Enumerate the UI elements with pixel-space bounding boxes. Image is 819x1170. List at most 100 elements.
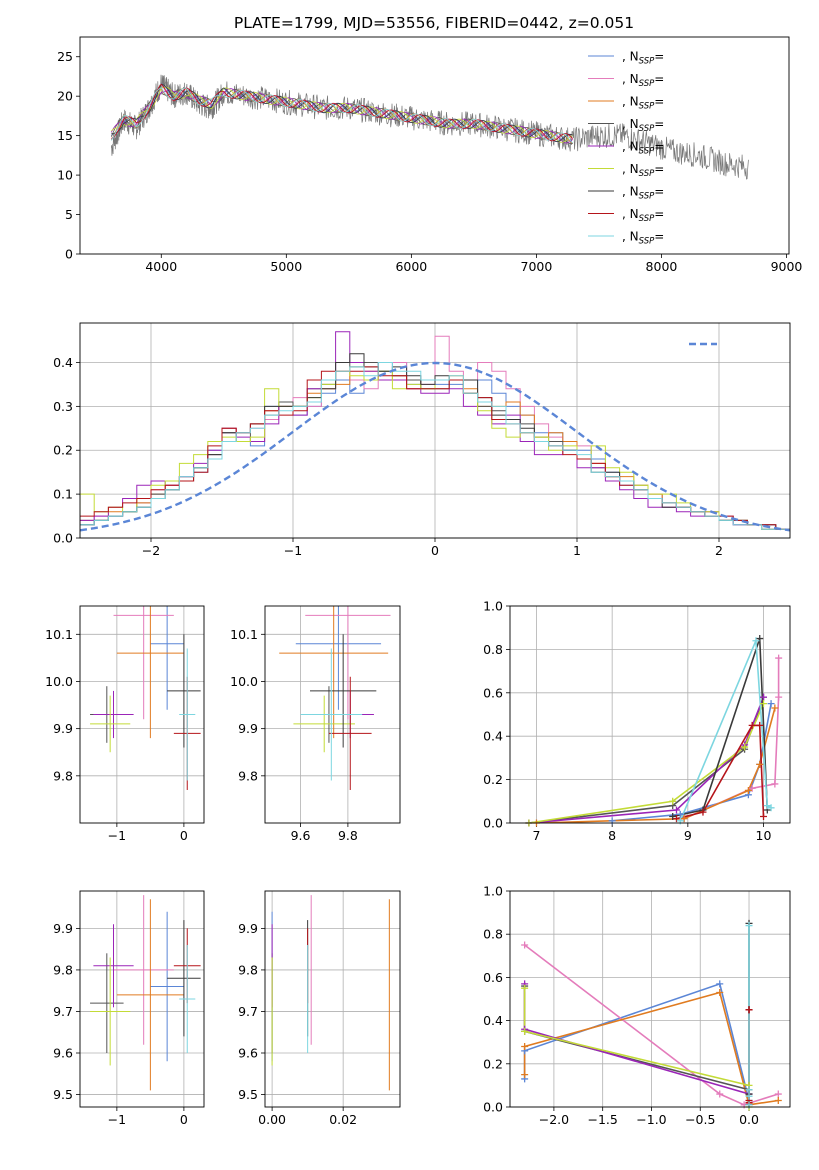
legend-entry-nsymbol: , N	[622, 140, 639, 154]
y-tick-label: 9.6	[53, 1046, 73, 1061]
x-tick-label: 0	[180, 828, 188, 843]
weight-marker	[774, 1097, 782, 1105]
model-spectrum-line	[111, 86, 573, 143]
y-tick-label: 9.8	[53, 962, 73, 977]
weight-line	[679, 640, 772, 822]
plot-area	[90, 606, 201, 790]
plot-area	[110, 74, 749, 180]
plot-area	[80, 331, 790, 538]
y-tick-label: 0.4	[53, 355, 73, 370]
weight-marker	[771, 780, 779, 788]
panel-age-vs-mass: 9.6 9.8 9.8 9.9 10.0 10.1	[230, 605, 401, 843]
x-tick-label: 0	[431, 543, 439, 558]
model-spectrum-line	[110, 87, 573, 144]
y-tick-label: 9.8	[238, 768, 258, 783]
weight-line	[528, 703, 765, 823]
panel-mass-vs-EBV: 0.00 0.02 9.5 9.6 9.7 9.8 9.9	[238, 890, 401, 1127]
panel-mass-vs-Z: −1 0 9.5 9.6 9.7 9.8 9.9	[53, 890, 205, 1127]
weight-marker	[680, 815, 688, 823]
x-tick-label: 2	[715, 543, 723, 558]
y-tick-label: 0.1	[53, 487, 73, 502]
y-tick-label: 9.6	[238, 1046, 258, 1061]
weight-marker	[676, 810, 684, 818]
weight-marker	[752, 637, 760, 645]
y-tick-label: 0.6	[483, 685, 503, 700]
legend-entry-eq: =	[654, 117, 664, 131]
legend-entry-sub: SSP	[639, 79, 655, 89]
weight-marker	[672, 806, 680, 814]
weight-marker	[744, 786, 752, 794]
legend-entry-sub: SSP	[639, 147, 655, 157]
histogram-step	[80, 362, 790, 538]
legend-entry-eq: =	[654, 207, 664, 221]
legend-entry-nsymbol: , N	[622, 230, 639, 244]
weight-line	[536, 707, 776, 823]
legend-entry-sub: SSP	[639, 237, 655, 247]
y-tick-label: 9.5	[238, 1087, 258, 1102]
legend-entry-nsymbol: , N	[622, 162, 639, 176]
panel-age-vs-Z: −1 0 9.8 9.9 10.0 10.1	[45, 605, 205, 843]
y-tick-label: 15	[57, 128, 73, 143]
x-tick-label: 0	[180, 1112, 188, 1127]
y-tick-label: 9.8	[238, 962, 258, 977]
weight-marker	[760, 812, 768, 820]
plot-area	[528, 638, 780, 823]
x-tick-label: 8	[608, 828, 616, 843]
legend-entry-nsymbol: , N	[622, 50, 639, 64]
legend-entry-sub: SSP	[639, 102, 655, 112]
x-tick-label: −2.0	[539, 1112, 569, 1127]
x-tick-label: 8000	[646, 259, 678, 274]
y-tick-label: 0.2	[53, 443, 73, 458]
axes-frame	[509, 605, 791, 824]
legend-entry-eq: =	[654, 140, 664, 154]
legend-entry: , NSSP=	[622, 72, 664, 89]
axes-frame	[264, 890, 401, 1108]
y-tick-label: 0.4	[483, 729, 503, 744]
figure-title: PLATE=1799, MJD=53556, FIBERID=0442, z=0…	[234, 14, 634, 32]
y-tick-label: 10.1	[45, 627, 73, 642]
x-tick-label: 9000	[771, 259, 803, 274]
y-tick-label: 0.2	[483, 772, 503, 787]
legend-entry-sub: SSP	[639, 57, 655, 67]
y-tick-label: 10	[57, 168, 73, 183]
weight-marker	[775, 654, 783, 662]
weight-marker	[521, 1027, 529, 1035]
weight-marker	[767, 804, 775, 812]
y-tick-label: 0.3	[53, 399, 73, 414]
y-tick-label: 20	[57, 89, 73, 104]
y-tick-label: 0.0	[53, 531, 73, 546]
x-tick-label: 6000	[395, 259, 427, 274]
weight-marker	[775, 693, 783, 701]
weight-line	[523, 982, 750, 1101]
legend-entry: , NSSP=	[622, 185, 664, 202]
legend-entry: , NSSP=	[622, 230, 664, 247]
y-tick-label: 0.2	[483, 1056, 503, 1071]
y-tick-label: 9.9	[53, 921, 73, 936]
weight-marker	[748, 721, 756, 729]
legend-entry-nsymbol: , N	[622, 95, 639, 109]
x-tick-label: −0.5	[685, 1112, 715, 1127]
weight-marker	[521, 1071, 529, 1079]
weight-marker	[521, 1043, 529, 1051]
x-tick-label: 9.8	[338, 828, 358, 843]
weight-marker	[767, 700, 775, 708]
weight-line	[523, 988, 750, 1107]
weight-line	[672, 638, 769, 818]
legend-entry: , NSSP=	[622, 140, 664, 157]
panel-residuals: −2 −1 0 1 2 0.0 0.1 0.2 0.3 0.4	[53, 322, 791, 558]
x-tick-label: 4000	[145, 259, 177, 274]
legend-entry-eq: =	[654, 162, 664, 176]
axes-frame	[79, 890, 205, 1108]
weight-marker	[741, 743, 749, 751]
y-tick-label: 10.0	[45, 674, 73, 689]
legend-entry: , NSSP=	[622, 162, 664, 179]
y-tick-label: 9.5	[53, 1087, 73, 1102]
legend-entry-sub: SSP	[639, 192, 655, 202]
weight-marker	[669, 797, 677, 805]
x-tick-label: −2	[142, 543, 160, 558]
y-tick-label: 9.8	[53, 768, 73, 783]
legend-entry-nsymbol: , N	[622, 117, 639, 131]
axes-frame	[79, 36, 790, 255]
